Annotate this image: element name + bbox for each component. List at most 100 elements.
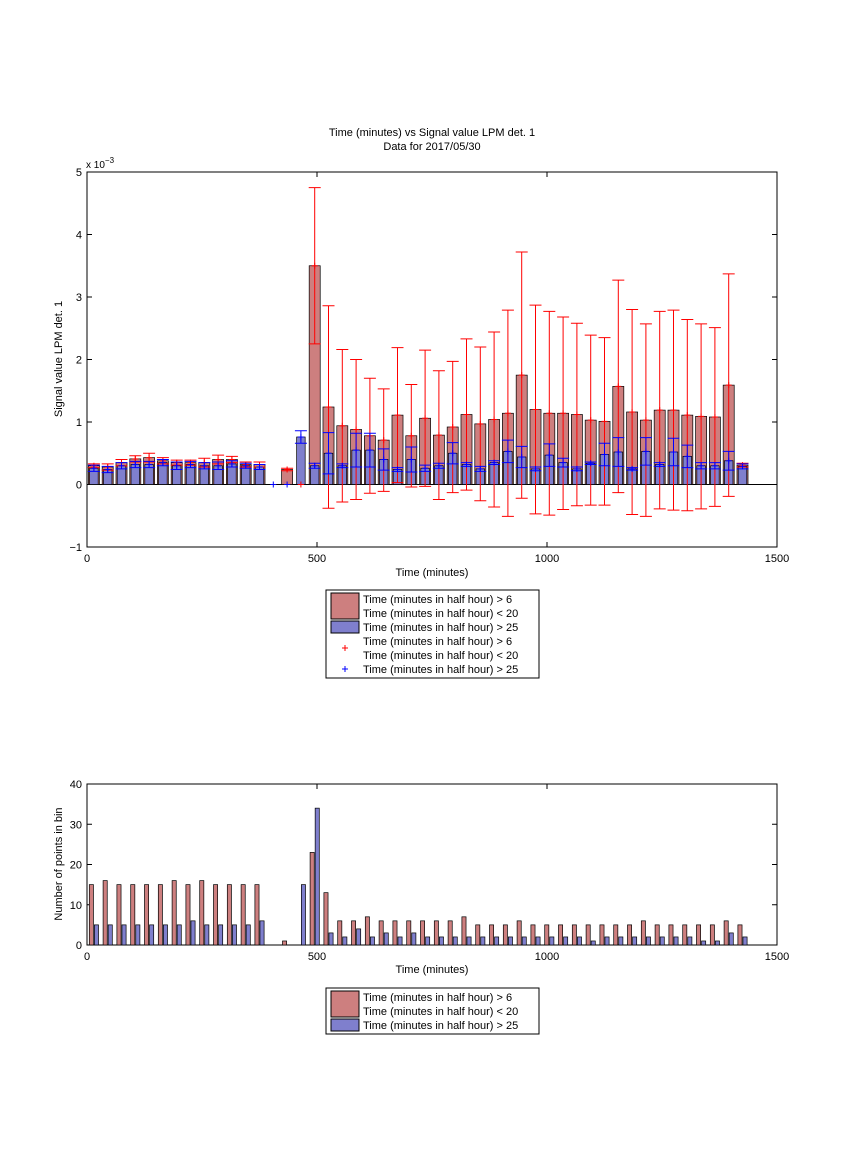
chart-title-line-2: Data for 2017/05/30 [383, 141, 480, 153]
legend-swatch [330, 990, 360, 1018]
bar [632, 936, 638, 946]
bar [420, 920, 425, 946]
legend-label: Time (minutes in half hour) > 25 [363, 1020, 518, 1032]
x-tick-label: 1000 [535, 553, 559, 565]
bar [521, 936, 527, 946]
legend-label: Time (minutes in half hour) < 20 [363, 650, 518, 662]
y-tick-label: 3 [76, 292, 82, 304]
bar [673, 936, 679, 946]
legend-box [325, 987, 540, 1035]
bar [659, 936, 665, 946]
y-tick-label: −1 [69, 542, 82, 554]
bar [452, 936, 458, 946]
bar [715, 940, 720, 946]
y-tick-label: 30 [70, 819, 82, 831]
bar [190, 920, 196, 946]
bar [425, 936, 431, 946]
x-tick-label: 1500 [765, 553, 789, 565]
plot-area-frame [86, 783, 778, 946]
x-axis-ticks: 0 500 1000 1500 [84, 172, 789, 565]
legend: Time (minutes in half hour) > 6 Time (min… [325, 589, 540, 679]
bar [613, 924, 619, 946]
bar [646, 936, 651, 946]
bar [475, 924, 481, 946]
bar [397, 936, 403, 946]
bar [411, 932, 417, 946]
bar [433, 920, 439, 946]
legend-label: Time (minutes in half hour) > 25 [363, 664, 518, 676]
bar [516, 920, 522, 946]
bar [259, 920, 265, 946]
bar [563, 936, 569, 946]
bar [742, 936, 748, 946]
legend-swatch [330, 592, 360, 620]
bar [351, 920, 356, 946]
bar [157, 884, 163, 946]
bar [599, 924, 605, 946]
x-tick-label: 1000 [535, 951, 559, 963]
bar [439, 936, 444, 946]
legend: Time (minutes in half hour) > 6 Time (min… [325, 987, 540, 1035]
legend-label: Time (minutes in half hour) > 25 [363, 622, 518, 634]
bar-group [88, 265, 749, 485]
bar [282, 940, 287, 946]
bar [406, 920, 412, 946]
legend-box [325, 589, 540, 679]
bar [337, 920, 343, 946]
bar [116, 884, 122, 946]
x-tick-label: 0 [84, 951, 90, 963]
legend-label: Time (minutes in half hour) > 6 [363, 594, 512, 606]
bar [328, 932, 334, 946]
bar [489, 924, 494, 946]
y-tick-label: 1 [76, 417, 82, 429]
x-tick-label: 500 [308, 951, 326, 963]
chart-title-line-1: Time (minutes) vs Signal value LPM det. … [329, 127, 535, 139]
y-tick-label: 2 [76, 355, 82, 367]
bar [696, 924, 701, 946]
bar [668, 924, 674, 946]
bar [171, 880, 177, 946]
y-axis-ticks: −1 0 1 2 3 4 5 [69, 167, 777, 554]
y-tick-label: 20 [70, 860, 82, 872]
bar [245, 924, 251, 946]
bar [218, 924, 224, 946]
legend-swatch [330, 620, 360, 634]
bar [370, 936, 375, 946]
x-axis-ticks: 0 500 1000 1500 [84, 784, 789, 963]
bar [94, 924, 99, 946]
bar [199, 880, 205, 946]
bar [392, 920, 398, 946]
bar [558, 924, 563, 946]
bar [687, 936, 693, 946]
bar [737, 924, 743, 946]
bar [480, 936, 486, 946]
bar [530, 924, 536, 946]
bar [121, 924, 127, 946]
bar [226, 884, 232, 946]
bar [149, 924, 155, 946]
bar [549, 936, 555, 946]
bar [364, 916, 370, 946]
bar [502, 924, 508, 946]
bar [176, 924, 182, 946]
bar [682, 924, 688, 946]
bar [544, 924, 550, 946]
signal-chart: Time (minutes) vs Signal value LPM det. … [53, 127, 789, 679]
bar [577, 936, 582, 946]
bar [640, 920, 646, 946]
bar [356, 928, 362, 946]
bar [185, 884, 191, 946]
legend-label: Time (minutes in half hour) < 20 [363, 608, 518, 620]
bar [323, 892, 329, 946]
bar [163, 924, 168, 946]
legend-label: Time (minutes in half hour) > 6 [363, 992, 512, 1004]
bar [309, 852, 315, 946]
bar [627, 924, 632, 946]
bar [144, 884, 149, 946]
y-tick-label: 0 [76, 940, 82, 952]
bar [204, 924, 210, 946]
bar [585, 924, 591, 946]
bar [604, 936, 610, 946]
bar [135, 924, 141, 946]
y-tick-label: 4 [76, 230, 82, 242]
